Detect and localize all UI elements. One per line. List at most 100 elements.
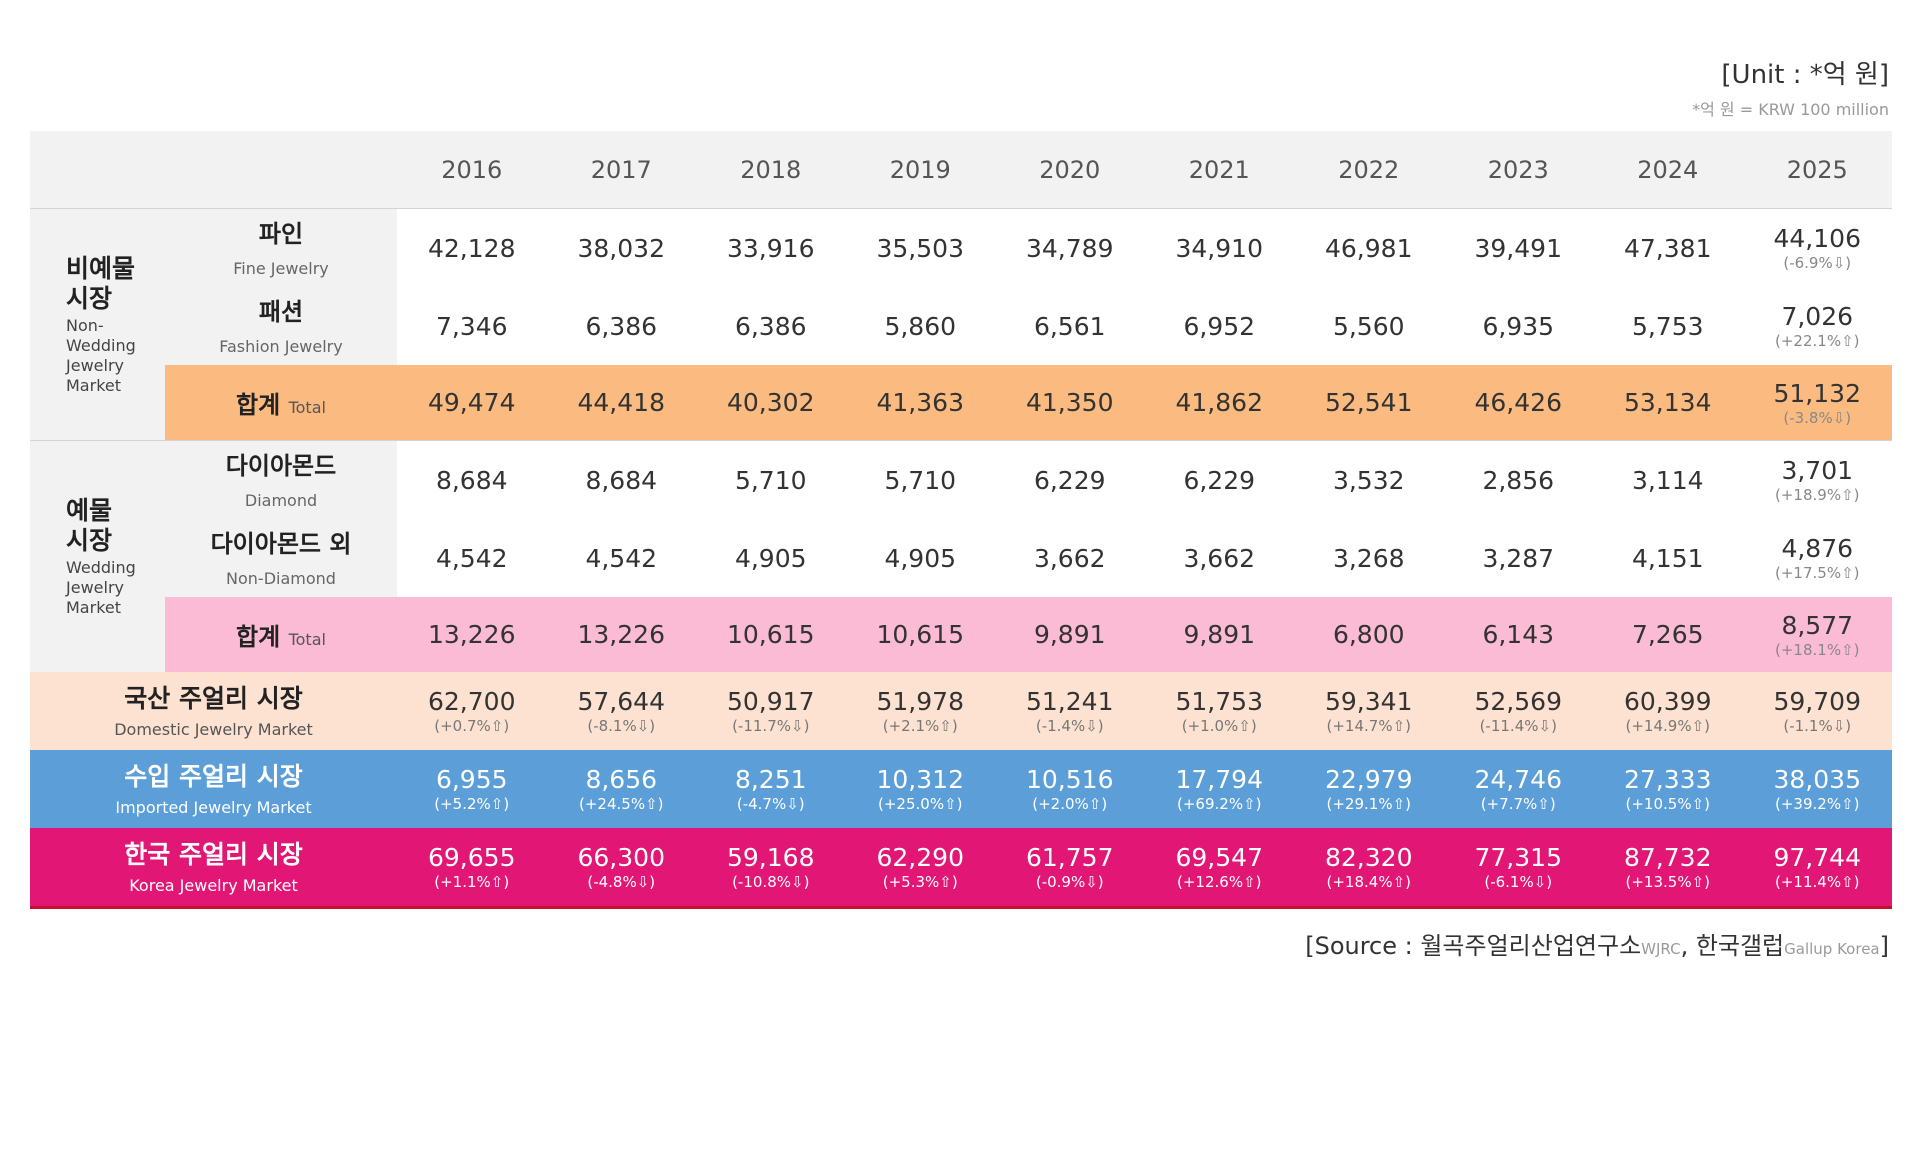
year-header: 2025 [1742, 131, 1892, 209]
row-label: 다이아몬드 Diamond [165, 440, 397, 519]
cell-value: 3,701 [1781, 456, 1854, 485]
value-cell: 40,302 [696, 365, 846, 441]
cell-value: 6,143 [1482, 620, 1555, 649]
cell-value: 3,287 [1482, 543, 1555, 573]
source-note: [Source : 월곡주얼리산업연구소WJRC, 한국갤럽Gallup Kor… [1305, 926, 1889, 961]
source-mid: , 한국갤럽 [1680, 932, 1785, 960]
cell-value: 10,312 [876, 765, 964, 794]
cell-change: (+1.1%⇧) [434, 873, 510, 891]
market-label: 국산 주얼리 시장 Domestic Jewelry Market [30, 672, 397, 750]
value-cell: 41,862 [1144, 365, 1294, 441]
row-label: 패션 Fashion Jewelry [165, 287, 397, 365]
value-cell: 51,241 (-1.4%⇩) [995, 672, 1145, 750]
cell-value: 4,542 [435, 543, 508, 573]
value-cell: 5,753 [1593, 287, 1743, 365]
cell-value: 33,916 [727, 233, 815, 263]
market-label-ko: 국산 주얼리 시장 [124, 683, 303, 713]
cell-value: 51,241 [1026, 687, 1114, 716]
cell-value: 69,547 [1175, 843, 1263, 872]
value-cell: 66,300 (-4.8%⇩) [546, 828, 696, 909]
cell-change: (+12.6%⇧) [1177, 873, 1262, 891]
value-cell: 6,955 (+5.2%⇧) [397, 750, 547, 828]
cell-value: 50,917 [727, 687, 815, 716]
fashion-jewelry-row: 패션 Fashion Jewelry 7,346 6,386 6,386 5,860 6… [30, 287, 1892, 365]
cell-change: (+25.0%⇧) [878, 795, 963, 813]
cell-change: (+17.5%⇧) [1775, 564, 1860, 582]
year-header: 2018 [696, 131, 846, 209]
wedding-group-label: 예물 시장 Wedding Jewelry Market [30, 440, 165, 672]
unit-note: *억 원 = KRW 100 million [1692, 100, 1889, 119]
cell-value: 10,615 [727, 620, 815, 649]
cell-value: 8,684 [585, 465, 658, 495]
diamond-row: 예물 시장 Wedding Jewelry Market 다이아몬드 Diamo… [30, 440, 1892, 672]
year-header: 2020 [995, 131, 1145, 209]
cell-value: 6,561 [1033, 311, 1106, 341]
value-cell: 7,026 (+22.1%⇧) [1743, 287, 1893, 365]
value-cell: 62,290 (+5.3%⇧) [845, 828, 995, 909]
cell-value: 77,315 [1474, 843, 1562, 872]
cell-value: 44,418 [577, 388, 665, 417]
cell-value: 52,541 [1325, 388, 1413, 417]
cell-value: 38,032 [577, 233, 665, 263]
cell-value: 5,860 [884, 311, 957, 341]
non-diamond-row: 다이아몬드 외 Non-Diamond 4,542 4,542 4,905 4,905… [30, 519, 1892, 597]
cell-change: (+14.7%⇧) [1326, 717, 1412, 735]
cell-value: 5,560 [1332, 311, 1405, 341]
value-cell: 4,151 [1593, 519, 1743, 597]
value-cell: 44,418 [546, 365, 696, 441]
row-label-en: Diamond [244, 490, 318, 510]
value-cell: 6,229 [1144, 440, 1294, 519]
cell-value: 4,876 [1781, 534, 1854, 563]
jewelry-market-table: 2016 2017 2018 2019 2020 2021 2022 2023 … [30, 131, 1892, 909]
value-cell: 7,346 [397, 287, 547, 365]
value-cell: 10,615 [845, 597, 995, 672]
cell-value: 46,426 [1474, 388, 1562, 417]
header-corner [30, 131, 397, 209]
cell-change: (+13.5%⇧) [1625, 873, 1711, 891]
year-header: 2016 [397, 131, 547, 209]
cell-value: 44,106 [1773, 224, 1861, 253]
cell-change: (-11.4%⇩) [1479, 717, 1557, 735]
year-header: 2017 [546, 131, 696, 209]
value-cell: 52,541 [1294, 365, 1444, 441]
value-cell: 3,662 [1145, 519, 1295, 597]
value-cell: 44,106 (-6.9%⇩) [1743, 209, 1893, 288]
cell-change: (+39.2%⇧) [1775, 795, 1860, 813]
cell-change: (-3.8%⇩) [1783, 408, 1852, 427]
cell-value: 13,226 [428, 620, 516, 649]
value-cell: 10,312 (+25.0%⇧) [845, 750, 995, 828]
cell-change: (-1.4%⇩) [1035, 717, 1104, 735]
non-wedding-total-row: 합계 Total 49,474 44,418 40,302 41,363 41,350 4… [30, 365, 1892, 441]
value-cell: 6,935 [1444, 287, 1594, 365]
imported-market-row: 수입 주얼리 시장 Imported Jewelry Market 6,955(… [30, 750, 1892, 828]
row-label-ko: 다이아몬드 [225, 451, 337, 480]
cell-change: (+69.2%⇧) [1177, 795, 1262, 813]
value-cell: 59,709 (-1.1%⇩) [1742, 672, 1892, 750]
value-cell: 2,856 [1443, 440, 1593, 519]
value-cell: 3,701 (+18.9%⇧) [1742, 440, 1892, 519]
cell-change: (+14.9%⇧) [1625, 717, 1711, 735]
total-label-en: Total [288, 630, 326, 649]
cell-change: (+11.4%⇧) [1775, 873, 1860, 891]
value-cell: 4,876 (+17.5%⇧) [1743, 519, 1893, 597]
value-cell: 5,560 [1294, 287, 1444, 365]
cell-value: 24,746 [1474, 765, 1562, 794]
cell-value: 9,891 [1183, 620, 1256, 649]
cell-value: 4,905 [884, 543, 957, 573]
value-cell: 39,491 [1444, 209, 1594, 288]
value-cell: 47,381 [1593, 209, 1743, 288]
source-gallup: Gallup Korea [1784, 940, 1880, 958]
value-cell: 3,287 [1444, 519, 1594, 597]
cell-value: 6,800 [1332, 620, 1405, 649]
value-cell: 50,917 (-11.7%⇩) [696, 672, 846, 750]
cell-value: 27,333 [1624, 765, 1712, 794]
row-label-ko: 다이아몬드 외 [210, 529, 352, 558]
value-cell: 8,251 (-4.7%⇩) [696, 750, 846, 828]
value-cell: 61,757 (-0.9%⇩) [995, 828, 1145, 909]
value-cell: 46,426 [1443, 365, 1593, 441]
cell-change: (-11.7%⇩) [732, 717, 810, 735]
cell-value: 34,789 [1026, 233, 1114, 263]
source-prefix: [Source : 월곡주얼리산업연구소 [1305, 932, 1642, 960]
cell-value: 62,700 [428, 687, 516, 716]
value-cell: 4,905 [696, 519, 846, 597]
